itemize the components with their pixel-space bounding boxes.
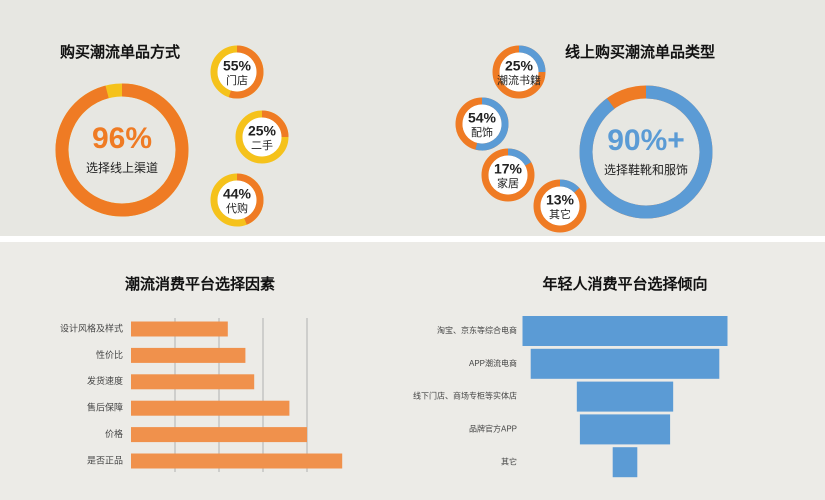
value-label: 54% [468, 110, 497, 126]
funnel-bar [576, 381, 674, 412]
category-label: 售后保障 [87, 402, 123, 413]
item-label: 家居 [497, 176, 519, 190]
item-label: 配饰 [471, 125, 493, 139]
ring-inner [462, 104, 502, 144]
ring-arc [475, 97, 509, 151]
chart-title: 购买潮流单品方式 [60, 43, 180, 61]
item-label: 选择鞋靴和服饰 [604, 162, 688, 177]
value-label: 90%+ [607, 124, 685, 157]
funnel-bar [579, 414, 671, 445]
category-label: 是否正品 [87, 455, 123, 465]
category-label: 设计风格及样式 [60, 322, 123, 333]
item-label: 门店 [226, 73, 248, 87]
item-label: 二手 [251, 138, 273, 152]
value-label: 13% [546, 192, 575, 208]
ring-inner [217, 180, 257, 220]
category-label: 发货速度 [87, 375, 123, 386]
value-label: 25% [248, 123, 277, 139]
ring-inner [242, 117, 282, 157]
item-label: 潮流书籍 [497, 73, 541, 87]
funnel-bar [612, 447, 638, 478]
ring-arc [236, 173, 264, 225]
bar [131, 453, 343, 469]
ring-arc [55, 83, 189, 217]
bar [131, 321, 228, 337]
category-label: APP潮流电商 [469, 358, 517, 368]
value-label: 17% [494, 161, 523, 177]
bar [131, 374, 255, 390]
value-label: 55% [223, 58, 252, 74]
value-label: 44% [223, 186, 252, 202]
funnel-bar [530, 348, 720, 379]
funnel-bar [522, 316, 728, 346]
bar [131, 427, 307, 443]
ring-arc [507, 148, 532, 166]
ring-inner [488, 155, 528, 195]
chart-title: 潮流消费平台选择因素 [125, 275, 275, 293]
chart-title: 年轻人消费平台选择倾向 [542, 275, 707, 293]
category-label: 线下门店、商场专柜等实体店 [413, 391, 517, 401]
ring-arc [228, 45, 264, 99]
category-label: 价格 [105, 428, 123, 439]
ring-inner [540, 186, 580, 226]
item-label: 代购 [226, 201, 248, 215]
ring-arc [579, 85, 713, 219]
bar [131, 347, 246, 363]
ring-arc [559, 179, 580, 193]
ring-inner [499, 52, 539, 92]
ring-arc [518, 45, 546, 73]
item-label: 选择线上渠道 [86, 161, 158, 175]
ring-inner [217, 52, 257, 92]
value-label: 25% [505, 58, 534, 74]
item-label: 其它 [549, 207, 571, 221]
category-label: 其它 [501, 456, 517, 466]
value-label: 96% [92, 122, 152, 155]
bar [131, 400, 290, 416]
ring-arc [261, 110, 289, 138]
chart-title: 线上购买潮流单品类型 [565, 43, 715, 61]
category-label: 性价比 [96, 349, 123, 360]
category-label: 品牌官方APP [469, 424, 517, 434]
category-label: 淘宝、京东等综合电商 [437, 325, 517, 335]
